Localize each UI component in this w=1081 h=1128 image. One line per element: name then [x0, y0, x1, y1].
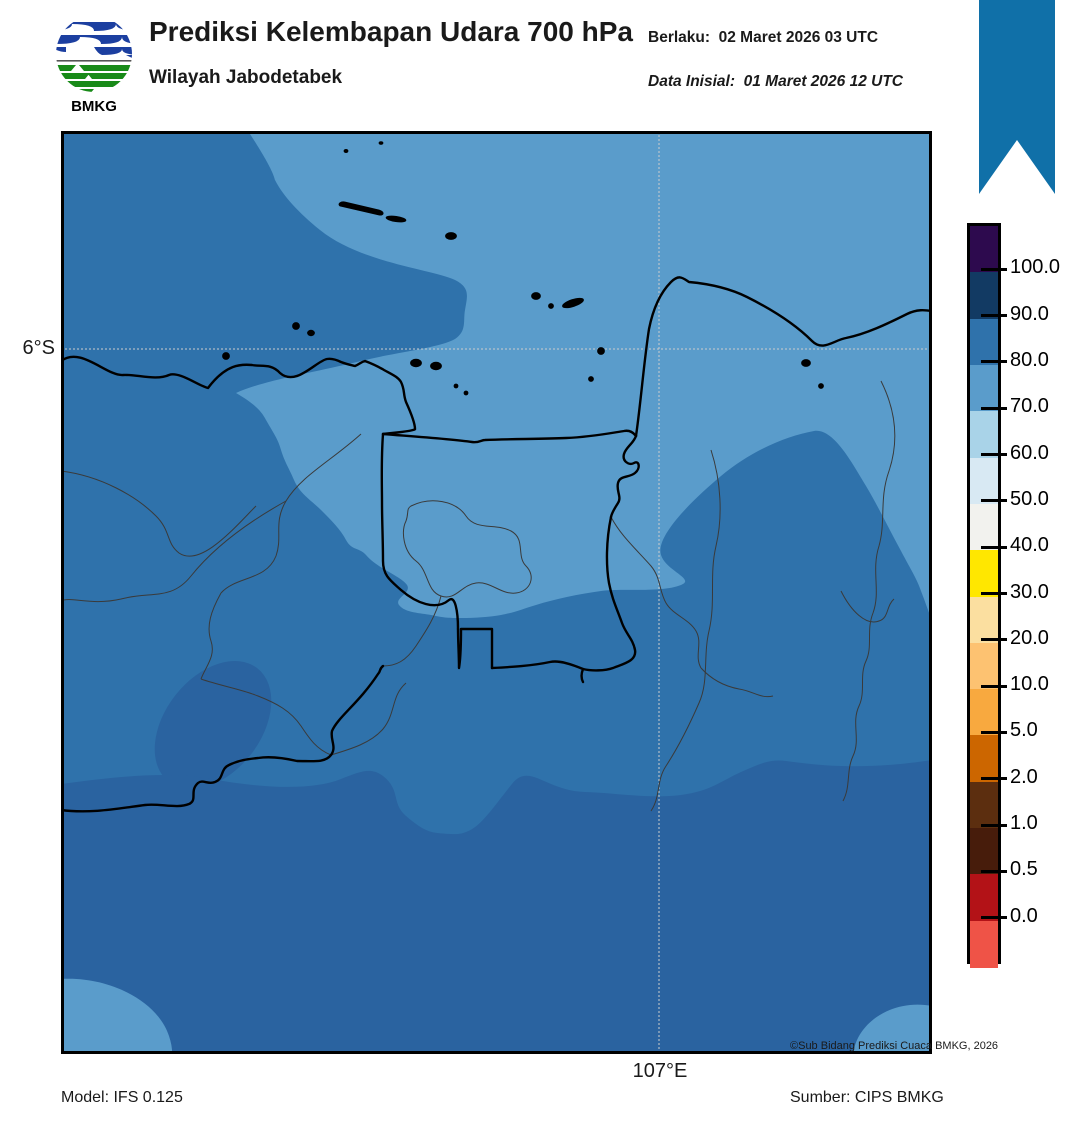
svg-text:BMKG: BMKG — [71, 98, 117, 114]
